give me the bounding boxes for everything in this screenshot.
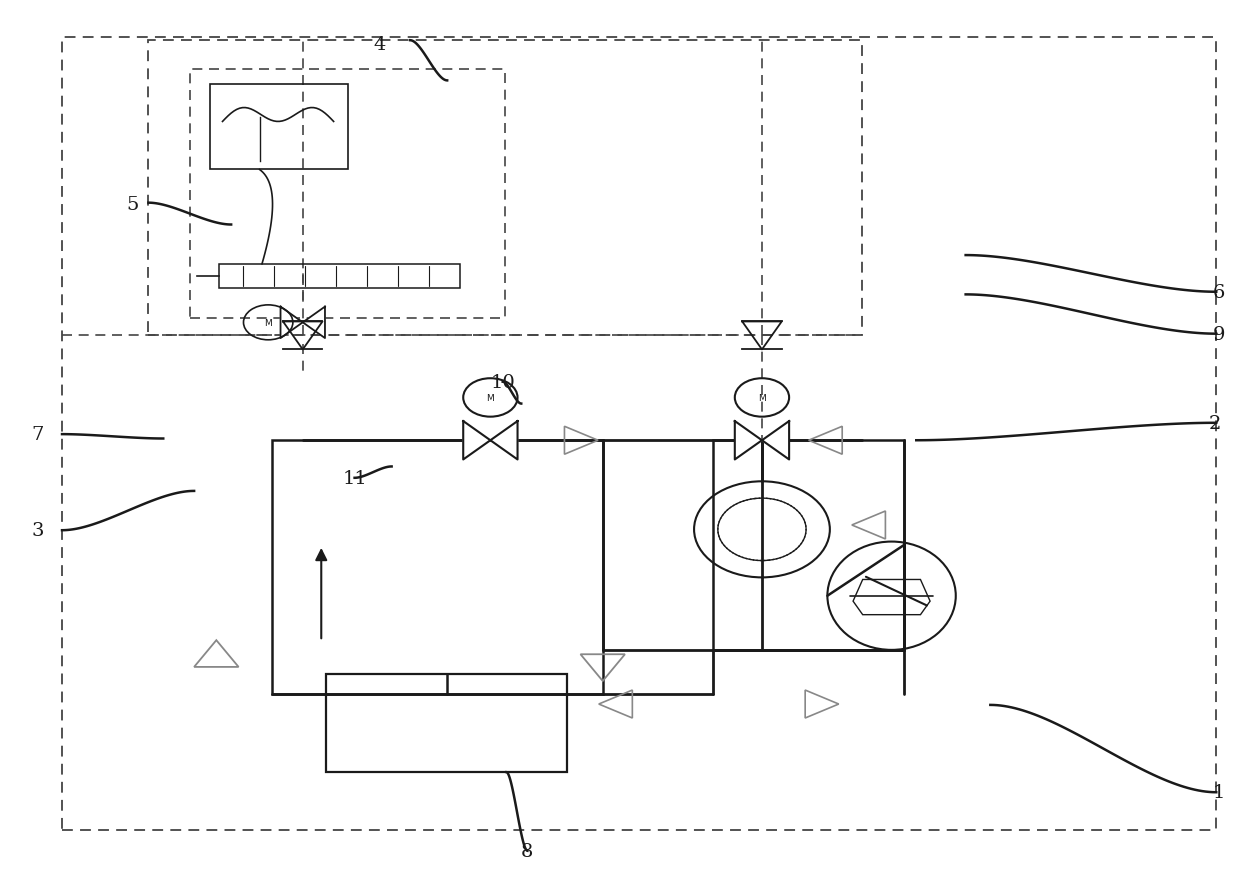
Text: 2: 2 <box>1209 414 1221 432</box>
Polygon shape <box>303 307 325 339</box>
Bar <box>191 70 505 319</box>
Polygon shape <box>761 421 789 460</box>
Text: 8: 8 <box>521 842 533 860</box>
Text: M: M <box>264 319 272 327</box>
Text: 10: 10 <box>490 373 515 392</box>
Text: M: M <box>486 393 495 402</box>
Bar <box>713 441 904 650</box>
Text: 3: 3 <box>31 522 43 540</box>
Text: 7: 7 <box>31 426 43 443</box>
Polygon shape <box>490 421 517 460</box>
Bar <box>272 441 603 694</box>
Bar <box>210 85 348 170</box>
Bar <box>149 41 862 336</box>
Text: 9: 9 <box>1213 326 1225 343</box>
Text: 6: 6 <box>1213 284 1225 301</box>
Text: 5: 5 <box>126 196 139 214</box>
Bar <box>218 264 460 289</box>
Text: 1: 1 <box>1213 783 1225 802</box>
Text: 4: 4 <box>373 36 386 54</box>
Bar <box>326 674 567 773</box>
Polygon shape <box>735 421 761 460</box>
Text: M: M <box>758 393 766 402</box>
Polygon shape <box>280 307 303 339</box>
Polygon shape <box>464 421 490 460</box>
Text: 11: 11 <box>342 469 367 487</box>
